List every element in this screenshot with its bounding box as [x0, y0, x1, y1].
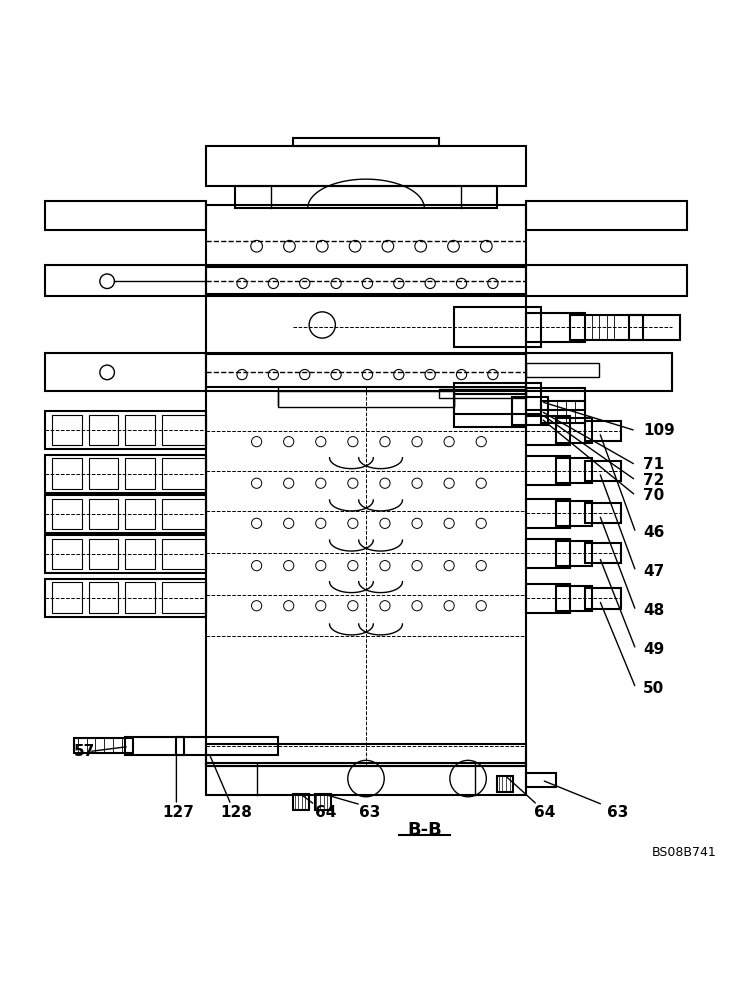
Bar: [45, 201, 206, 230]
Bar: [206, 763, 526, 795]
Bar: [89, 458, 118, 489]
Bar: [53, 415, 81, 445]
Bar: [45, 495, 206, 533]
Bar: [526, 416, 570, 445]
Bar: [526, 773, 556, 787]
Text: 63: 63: [359, 805, 380, 820]
Bar: [454, 383, 541, 414]
Bar: [162, 582, 206, 613]
Bar: [162, 499, 206, 529]
Bar: [162, 458, 206, 489]
Bar: [556, 586, 592, 611]
Bar: [53, 539, 81, 569]
Bar: [556, 458, 592, 483]
Bar: [526, 584, 570, 613]
Bar: [526, 201, 687, 230]
Bar: [206, 353, 526, 391]
Bar: [206, 294, 526, 354]
Bar: [89, 415, 118, 445]
Bar: [585, 588, 621, 609]
Text: B-B: B-B: [407, 821, 441, 839]
Bar: [125, 539, 154, 569]
Bar: [454, 307, 541, 347]
Bar: [125, 415, 154, 445]
Text: 48: 48: [643, 603, 665, 618]
Bar: [629, 315, 679, 340]
Bar: [541, 401, 585, 423]
Bar: [585, 543, 621, 563]
Bar: [89, 539, 118, 569]
Bar: [53, 499, 81, 529]
Bar: [497, 776, 513, 792]
Text: 47: 47: [643, 564, 665, 579]
Bar: [454, 394, 526, 427]
Text: 46: 46: [643, 525, 665, 540]
Bar: [206, 205, 526, 267]
Bar: [206, 146, 526, 186]
Text: 64: 64: [534, 805, 555, 820]
Bar: [45, 353, 206, 391]
Bar: [293, 138, 439, 146]
Bar: [526, 388, 585, 410]
Bar: [315, 794, 331, 810]
Bar: [45, 455, 206, 493]
Bar: [512, 397, 548, 425]
Text: 70: 70: [643, 488, 665, 503]
Bar: [206, 387, 526, 766]
Bar: [439, 389, 526, 398]
Bar: [176, 737, 278, 755]
Text: 50: 50: [643, 681, 665, 696]
Bar: [125, 582, 154, 613]
Bar: [585, 503, 621, 523]
Bar: [526, 313, 585, 342]
Bar: [206, 744, 526, 766]
Bar: [45, 265, 206, 296]
Bar: [293, 794, 309, 810]
Text: BS08B741: BS08B741: [651, 846, 716, 859]
Bar: [526, 353, 672, 391]
Bar: [89, 499, 118, 529]
Bar: [125, 458, 154, 489]
Bar: [75, 738, 132, 753]
Bar: [89, 582, 118, 613]
Text: 72: 72: [643, 473, 665, 488]
Bar: [125, 499, 154, 529]
Bar: [278, 391, 454, 407]
Text: 109: 109: [643, 423, 675, 438]
Bar: [206, 265, 526, 296]
Bar: [235, 186, 497, 208]
Text: 49: 49: [643, 642, 665, 657]
Bar: [162, 415, 206, 445]
Bar: [585, 461, 621, 481]
Bar: [556, 541, 592, 566]
Bar: [570, 315, 643, 340]
Bar: [53, 582, 81, 613]
Text: 63: 63: [607, 805, 628, 820]
Bar: [45, 535, 206, 573]
Bar: [53, 458, 81, 489]
Text: 57: 57: [75, 744, 96, 759]
Bar: [45, 579, 206, 617]
Bar: [556, 501, 592, 526]
Bar: [526, 265, 687, 296]
Bar: [526, 499, 570, 528]
Bar: [45, 411, 206, 449]
Bar: [526, 363, 600, 377]
Bar: [526, 456, 570, 485]
Bar: [585, 421, 621, 441]
Bar: [556, 418, 592, 443]
Bar: [526, 539, 570, 568]
Bar: [125, 737, 184, 755]
Text: 128: 128: [220, 805, 252, 820]
Text: 127: 127: [162, 805, 194, 820]
Text: 64: 64: [315, 805, 336, 820]
Text: 71: 71: [643, 457, 664, 472]
Bar: [162, 539, 206, 569]
